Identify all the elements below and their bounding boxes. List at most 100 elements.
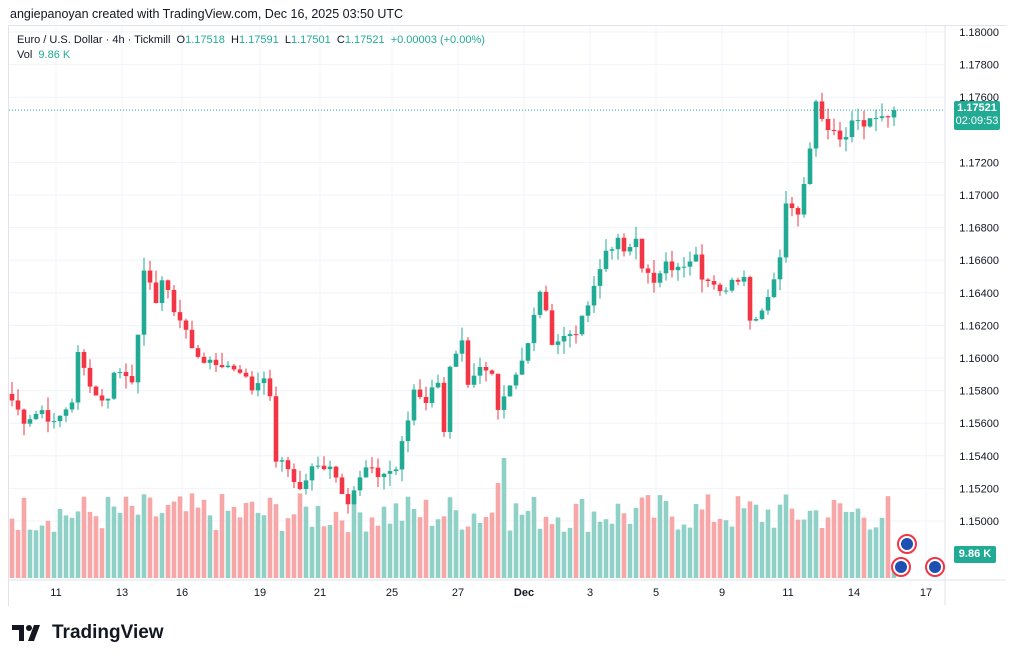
candle-body <box>837 130 843 140</box>
volume-bar <box>57 508 63 578</box>
candle-body <box>423 396 429 403</box>
volume-bar <box>459 529 465 578</box>
x-tick-label: 14 <box>848 587 860 599</box>
volume-bar <box>9 518 15 578</box>
volume-bar <box>783 494 789 578</box>
candle-body <box>417 389 423 397</box>
volume-bar <box>81 496 87 578</box>
candle-body <box>507 385 513 397</box>
volume-bar <box>351 494 357 578</box>
volume-bar <box>177 496 183 578</box>
volume-bar <box>789 508 795 578</box>
volume-bar <box>231 506 237 578</box>
candle-body <box>441 382 447 432</box>
volume-bar <box>567 527 573 578</box>
last-price-tag: 1.17521 02:09:53 <box>954 101 1000 130</box>
candle-body <box>771 279 777 298</box>
volume-bar <box>369 517 375 578</box>
candle-body <box>729 279 735 291</box>
volume-bar <box>483 516 489 578</box>
candle-body <box>99 395 105 401</box>
volume-bar <box>465 526 471 578</box>
candle-body <box>279 460 285 462</box>
volume-bar <box>93 516 99 578</box>
volume-bar <box>531 496 537 578</box>
volume-bar <box>729 526 735 578</box>
candle-body <box>321 465 327 470</box>
candle-body <box>405 420 411 442</box>
open-value: 1.17518 <box>185 34 225 46</box>
candle-body <box>273 396 279 462</box>
volume-bar <box>579 498 585 578</box>
candle-body <box>411 389 417 421</box>
candle-body <box>231 365 237 370</box>
candle-body <box>309 466 315 481</box>
candle-body <box>639 238 645 269</box>
candle-body <box>381 473 387 478</box>
tradingview-logo-icon <box>12 625 40 641</box>
candle-body <box>117 372 123 374</box>
chart-credit: angiepanoyan created with TradingView.co… <box>10 7 404 21</box>
volume-bar <box>561 531 567 578</box>
eu-flag-icon <box>895 561 907 573</box>
volume-bar <box>495 483 501 578</box>
candle-body <box>717 284 723 292</box>
volume-bar <box>27 529 33 578</box>
candle-body <box>657 273 663 283</box>
y-tick-label: 1.15200 <box>959 483 999 495</box>
volume-bar <box>51 531 57 578</box>
volume-bar <box>639 497 645 578</box>
symbol-label[interactable]: Euro / U.S. Dollar · 4h · Tickmill <box>17 34 171 46</box>
candle-body <box>741 277 747 282</box>
candle-body <box>195 348 201 357</box>
candle-body <box>111 372 117 399</box>
candle-body <box>171 289 177 313</box>
candle-body <box>447 366 453 432</box>
volume-bar <box>693 504 699 578</box>
candle-body <box>387 471 393 474</box>
volume-bar <box>285 518 291 578</box>
volume-bar <box>429 525 435 578</box>
candle-body <box>327 466 333 470</box>
volume-bar <box>735 496 741 578</box>
volume-bar <box>867 529 873 578</box>
volume-bar <box>441 516 447 578</box>
volume-bar <box>135 514 141 578</box>
candle-body <box>795 208 801 215</box>
candle-body <box>465 340 471 385</box>
candle-body <box>135 334 141 383</box>
volume-bar <box>327 524 333 578</box>
candle-body <box>489 370 495 374</box>
volume-bar <box>405 496 411 578</box>
candle-body <box>315 465 321 467</box>
volume-bar <box>381 506 387 578</box>
open-label: O <box>176 34 186 46</box>
tradingview-logo[interactable]: TradingView <box>12 622 164 644</box>
volume-bar <box>651 517 657 578</box>
candle-body <box>357 477 363 491</box>
candle-body <box>477 366 483 376</box>
chart-legend: Euro / U.S. Dollar · 4h · Tickmill O1.17… <box>17 33 485 63</box>
x-tick-label: 27 <box>452 587 464 599</box>
candle-body <box>759 310 765 320</box>
candle-body <box>219 365 225 368</box>
candle-body <box>663 261 669 274</box>
y-tick-label: 1.16800 <box>959 223 999 235</box>
volume-bar <box>195 507 201 578</box>
candle-body <box>597 269 603 286</box>
candle-body <box>153 282 159 304</box>
volume-bar <box>669 516 675 578</box>
volume-bar <box>303 506 309 578</box>
x-tick-label: 9 <box>719 587 725 599</box>
volume-bar <box>597 521 603 578</box>
volume-bar <box>861 517 867 578</box>
x-tick-label: 16 <box>176 587 188 599</box>
candle-body <box>699 254 705 280</box>
volume-bar <box>333 511 339 578</box>
volume-bar <box>207 515 213 578</box>
candle-body <box>243 372 249 377</box>
candle-body <box>129 376 135 383</box>
candle-body <box>69 402 75 410</box>
volume-tag: 9.86 K <box>954 546 996 563</box>
